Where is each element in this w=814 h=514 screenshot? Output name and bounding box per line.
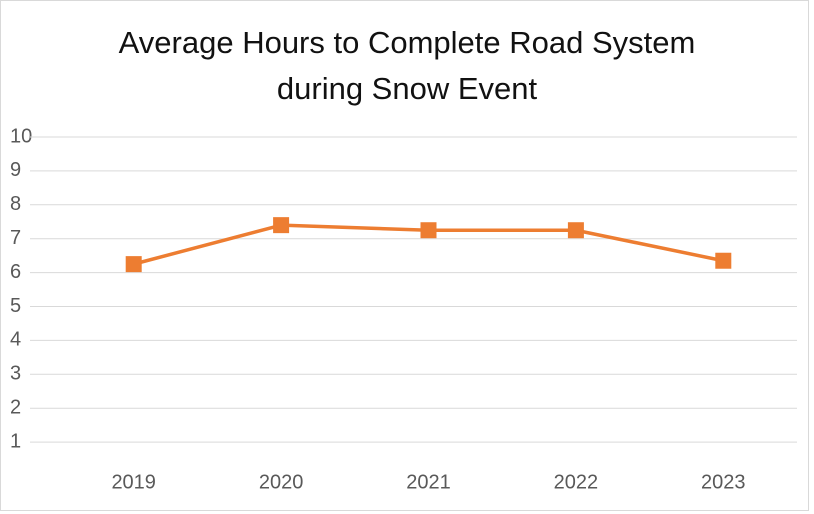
y-tick-label: 1 bbox=[10, 430, 21, 452]
data-point bbox=[567, 222, 584, 239]
y-tick-label: 10 bbox=[10, 125, 32, 147]
x-tick-label: 2022 bbox=[554, 471, 599, 493]
y-tick-label: 4 bbox=[10, 329, 21, 351]
x-tick-label: 2019 bbox=[111, 471, 156, 493]
x-tick-label: 2023 bbox=[701, 471, 746, 493]
y-tick-label: 6 bbox=[10, 261, 21, 283]
chart-title: Average Hours to Complete Road System du… bbox=[118, 25, 696, 106]
y-tick-label: 7 bbox=[10, 227, 21, 249]
x-tick-label: 2021 bbox=[406, 471, 451, 493]
data-point bbox=[420, 222, 437, 239]
x-tick-label: 2020 bbox=[259, 471, 304, 493]
y-tick-label: 9 bbox=[10, 159, 21, 181]
data-point bbox=[125, 256, 142, 273]
y-tick-label: 8 bbox=[10, 193, 21, 215]
y-tick-label: 5 bbox=[10, 295, 21, 317]
data-point bbox=[715, 252, 732, 269]
y-tick-label: 2 bbox=[10, 396, 21, 418]
y-tick-label: 3 bbox=[10, 363, 21, 385]
data-point bbox=[273, 217, 290, 234]
